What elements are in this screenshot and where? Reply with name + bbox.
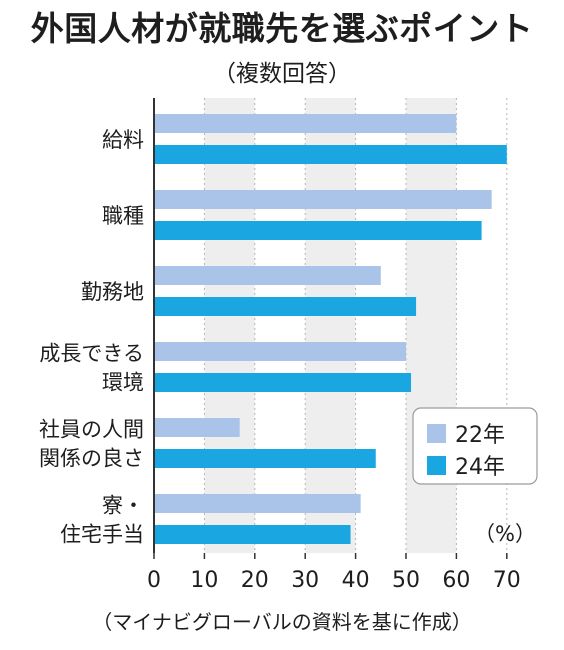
legend-swatch (427, 424, 446, 443)
x-tick-label: 60 (442, 568, 470, 593)
x-tick-label: 70 (493, 568, 521, 593)
chart-title: 外国人材が就職先を選ぶポイント (30, 9, 534, 48)
grid-band (305, 98, 356, 553)
legend-label: 24年 (455, 455, 505, 480)
category-label: 給料 (102, 128, 144, 152)
category-label: 関係の良さ (39, 447, 144, 471)
category-label: 職種 (102, 204, 144, 228)
x-tick-label: 0 (147, 568, 161, 593)
grid-band (406, 98, 457, 553)
bar-24 (154, 373, 412, 392)
legend-label: 22年 (455, 423, 505, 448)
x-tick-label: 10 (190, 568, 218, 593)
bar-24 (154, 525, 351, 544)
x-tick-label: 20 (241, 568, 269, 593)
grid-band (204, 98, 255, 553)
legend-swatch (427, 456, 446, 475)
bar-22 (154, 266, 381, 285)
bar-24 (154, 221, 482, 240)
category-label: 寮・ (102, 494, 144, 518)
category-label: 環境 (102, 371, 144, 395)
bar-22 (154, 114, 457, 133)
bar-24 (154, 297, 417, 316)
category-label: 成長できる (39, 342, 144, 366)
bar-24 (154, 145, 507, 164)
x-tick-label: 50 (392, 568, 420, 593)
category-label: 住宅手当 (60, 523, 144, 547)
category-label: 社員の人間 (39, 418, 144, 442)
source-note: （マイナビグローバルの資料を基に作成） (92, 610, 472, 634)
x-tick-label: 30 (291, 568, 319, 593)
bar-24 (154, 449, 376, 468)
x-tick-label: 40 (342, 568, 370, 593)
chart-subtitle: （複数回答） (213, 61, 351, 87)
bar-22 (154, 342, 406, 361)
bar-22 (154, 418, 240, 437)
bar-22 (154, 494, 361, 513)
bar-22 (154, 190, 492, 209)
unit-label: （%） (474, 522, 536, 546)
category-label: 勤務地 (81, 280, 144, 304)
